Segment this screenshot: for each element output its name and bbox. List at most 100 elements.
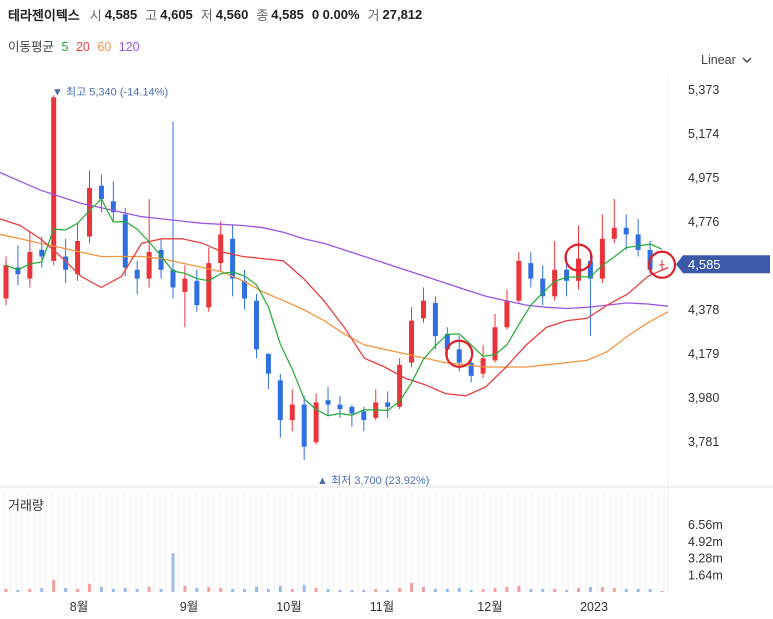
close-value: 4,585 — [271, 6, 304, 22]
price-tick-label: 4,378 — [688, 303, 719, 317]
volume-tick-label: 1.64m — [688, 568, 723, 582]
volume-bar — [350, 589, 354, 592]
volume-bar — [243, 588, 247, 592]
volume-bar — [421, 586, 425, 592]
candle-body — [134, 269, 140, 279]
volume-bar — [183, 585, 187, 592]
volume-bar — [553, 588, 557, 592]
candle-body — [420, 300, 426, 319]
low-annotation: ▲ 최저 3,700 (23.92%) — [317, 474, 429, 487]
ma20-label: 20 — [75, 40, 90, 54]
volume-bar — [362, 589, 366, 592]
candle-body — [337, 404, 343, 410]
volume-bar — [266, 588, 270, 592]
volume-bar — [445, 588, 449, 592]
candle-body — [313, 402, 319, 443]
price-tick-label: 3,781 — [688, 435, 719, 449]
candle-body — [122, 214, 128, 268]
candle-body — [158, 249, 164, 270]
candle-body — [599, 238, 605, 279]
chevron-down-icon — [742, 57, 752, 63]
price-tick-label: 5,373 — [688, 83, 719, 97]
price-tick-label: 5,174 — [688, 127, 719, 141]
x-axis-label: 8월 — [70, 600, 88, 614]
candle-body — [253, 300, 259, 350]
candle-body — [182, 278, 188, 292]
volume-bar — [326, 588, 330, 592]
volume-bar — [410, 582, 414, 592]
volume-bar — [40, 587, 44, 592]
volume-bar — [52, 579, 56, 592]
scale-selector-value: Linear — [701, 53, 736, 67]
volume-bar — [636, 588, 640, 592]
candle-body — [230, 238, 236, 279]
volume-bar — [99, 586, 103, 592]
volume-bar — [195, 587, 199, 592]
volume-bar — [64, 587, 68, 592]
candle-body — [289, 404, 295, 421]
candle-body — [552, 269, 558, 297]
price-tick-label: 3,980 — [688, 391, 719, 405]
volume-bar — [481, 588, 485, 592]
volume-bar — [469, 589, 473, 592]
volume-bar — [648, 588, 652, 592]
volume-bar — [171, 553, 175, 592]
candle-body — [325, 400, 331, 405]
volume-bar — [278, 585, 282, 592]
ma60-line — [0, 233, 669, 368]
open-value: 4,585 — [104, 6, 138, 22]
candle-body — [277, 380, 283, 421]
volume-value: 27,812 — [382, 6, 423, 22]
volume-bar — [565, 589, 569, 592]
candle-body — [301, 404, 307, 447]
candle-body — [86, 187, 92, 237]
candle-body — [110, 201, 116, 213]
change-value: 0 0.00% — [311, 6, 360, 22]
candle-body — [218, 234, 224, 264]
candle-body — [409, 320, 415, 363]
price-tick-label: 4,179 — [688, 347, 719, 361]
ma120-line — [0, 171, 669, 310]
volume-bar — [290, 588, 294, 592]
volume-tick-label: 6.56m — [688, 518, 723, 532]
candle-body — [265, 353, 271, 374]
price-tick-label: 4,975 — [688, 171, 719, 185]
scale-selector[interactable]: Linear — [701, 53, 752, 67]
candle-body — [492, 327, 498, 361]
candle-body — [15, 267, 21, 275]
candle-body — [385, 402, 391, 407]
candle-body — [659, 264, 665, 266]
volume-bar — [517, 585, 521, 592]
stock-name: 테라젠이텍스 — [8, 7, 80, 23]
candle-body — [564, 269, 570, 281]
volume-bar — [16, 589, 20, 592]
candle-body — [170, 269, 176, 288]
x-axis-label: 2023 — [580, 600, 608, 614]
volume-bar — [600, 586, 604, 592]
volume-bar — [398, 587, 402, 592]
ma5-label: 5 — [61, 40, 69, 54]
close-label: 종 — [256, 7, 269, 23]
candle-body — [75, 241, 81, 275]
current-price-label: 4,585 — [688, 257, 721, 272]
candle-body — [444, 333, 450, 350]
moving-average-legend[interactable]: 이동평균 5 20 60 120 — [8, 36, 144, 55]
candle-body — [611, 227, 617, 239]
volume-tick-label: 4.92m — [688, 535, 723, 549]
ma5-line — [5, 198, 663, 417]
candle-body — [39, 249, 45, 257]
price-summary-header: 테라젠이텍스 시 4,585 고 4,605 저 4,560 종 4,585 0 0.0… — [8, 4, 430, 24]
candle-body — [504, 300, 510, 328]
volume-bar — [254, 586, 258, 592]
volume-tick-label: 3.28m — [688, 552, 723, 566]
volume-bar — [87, 583, 91, 592]
x-axis-label: 10월 — [276, 600, 301, 614]
volume-bar — [338, 589, 342, 592]
x-axis-label: 12월 — [477, 600, 502, 614]
candle-body — [146, 252, 152, 279]
candle-body — [516, 260, 522, 301]
volume-bar — [135, 588, 139, 592]
volume-bar — [612, 587, 616, 592]
volume-bar — [433, 588, 437, 592]
